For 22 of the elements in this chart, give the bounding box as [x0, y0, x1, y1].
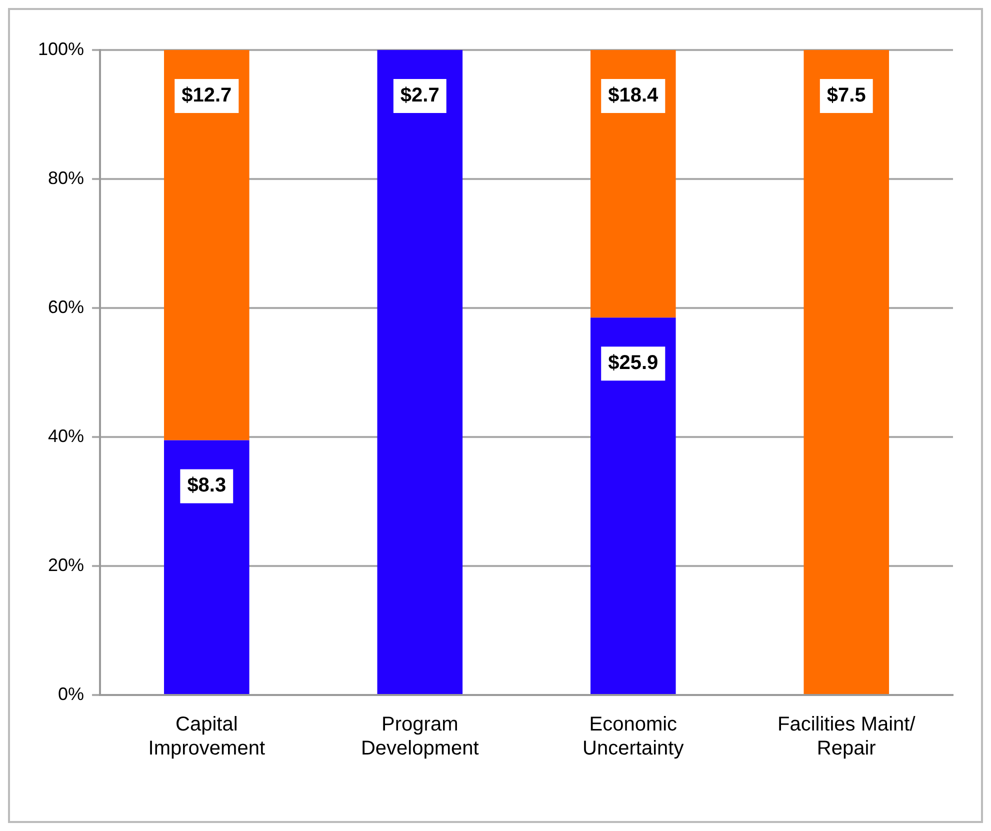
bar	[590, 318, 676, 694]
bar	[164, 440, 250, 694]
y-tick-label: 0%	[58, 684, 84, 704]
y-tick-label: 20%	[48, 554, 84, 575]
annotation: $12.7	[182, 84, 232, 107]
bar	[590, 50, 676, 318]
x-tick-label: Economic Uncertainty	[582, 714, 684, 760]
x-tick-label: Facilities Maint/ Repair	[777, 714, 916, 760]
bar	[164, 50, 250, 440]
x-tick-label: Capital Improvement	[148, 714, 266, 760]
bar	[377, 50, 463, 694]
annotation: $8.3	[187, 474, 226, 497]
y-tick-label: 100%	[38, 38, 84, 59]
x-tick-label: Program Development	[360, 714, 480, 760]
annotation: $18.4	[608, 84, 660, 107]
y-tick-label: 80%	[48, 168, 84, 188]
annotation: $25.9	[608, 352, 658, 374]
y-tick-label: 40%	[48, 426, 84, 446]
annotation: $7.5	[826, 84, 866, 107]
bar	[804, 50, 890, 694]
y-tick-label: 60%	[48, 296, 84, 317]
annotation: $2.7	[400, 84, 440, 107]
